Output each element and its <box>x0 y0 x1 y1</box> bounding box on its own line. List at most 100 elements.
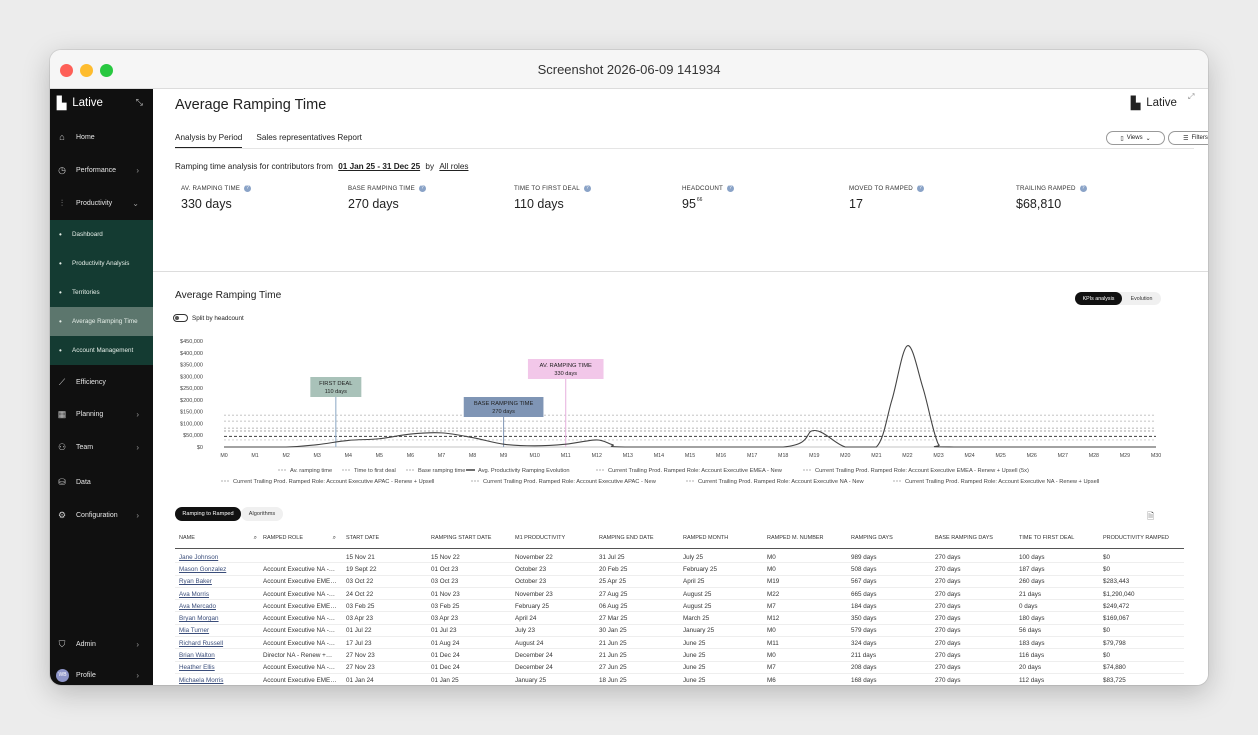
close-window-button[interactable] <box>60 64 73 77</box>
table-cell: 01 Oct 23 <box>431 565 459 573</box>
row-name-link[interactable]: Richard Russell <box>179 639 224 647</box>
legend-label: Av. ramping time <box>290 468 332 474</box>
info-icon[interactable]: ? <box>583 185 591 192</box>
table-cell: M0 <box>767 652 776 660</box>
sidebar-subitem-territories[interactable]: • Territories <box>50 278 153 307</box>
x-tick-label: M13 <box>623 453 633 459</box>
row-name-link[interactable]: Ryan Baker <box>179 578 212 586</box>
info-icon[interactable]: ? <box>1079 185 1087 192</box>
views-button[interactable]: ▯ Views ⌄ <box>1106 131 1165 145</box>
sidebar-brand[interactable]: ▙ Lative <box>57 96 103 110</box>
column-header-label: NAME <box>179 534 195 541</box>
tab-algorithms[interactable]: Algorithms <box>241 507 283 521</box>
column-header-ramping-end-date[interactable]: RAMPING END DATE <box>599 527 679 549</box>
kpi-time-to-first-deal: TIME TO FIRST DEAL? 110 days <box>514 185 591 211</box>
sidebar-item-data[interactable]: ⛁ Data <box>50 469 153 495</box>
split-by-headcount[interactable]: Split by headcount <box>173 314 244 322</box>
sidebar-item-home[interactable]: ⌂ Home <box>50 124 153 150</box>
y-tick-label: $450,000 <box>180 339 203 345</box>
row-name-link[interactable]: Jane Johnson <box>179 553 219 561</box>
row-name-link[interactable]: Bryan Morgan <box>179 615 219 623</box>
table-cell: December 24 <box>515 652 553 660</box>
column-header-label: RAMPED M. NUMBER <box>767 534 824 541</box>
column-header-ramping-days[interactable]: RAMPING DAYS <box>851 527 931 549</box>
chevron-right-icon: › <box>136 409 139 419</box>
table-cell: 260 days <box>1019 578 1045 586</box>
table-cell: April 25 <box>683 578 705 586</box>
sidebar-item-efficiency[interactable]: ⟋ Efficiency <box>50 369 153 395</box>
table-cell: 01 Jul 23 <box>431 627 457 635</box>
sidebar-item-productivity[interactable]: ⫶ Productivity ⌄ <box>50 190 153 216</box>
shield-icon: ⛉ <box>58 638 66 649</box>
y-tick-label: $200,000 <box>180 398 203 404</box>
info-icon[interactable]: ? <box>916 185 924 192</box>
table-row[interactable]: Mason Gonzalez Account Executive NA -… 19 … <box>175 563 1184 576</box>
legend-label: Current Trailing Prod. Ramped Role: Acco… <box>233 479 434 485</box>
search-icon[interactable]: ⌕ <box>332 534 336 541</box>
row-name-link[interactable]: Mason Gonzalez <box>179 565 227 573</box>
table-row[interactable]: Brian Walton Director NA - Renew +… 27 Nov… <box>175 649 1184 662</box>
column-header-start-date[interactable]: START DATE <box>346 527 427 549</box>
column-header-ramped-m-number[interactable]: RAMPED M. NUMBER <box>767 527 847 549</box>
info-icon[interactable]: ? <box>244 185 252 192</box>
table-cell: $0 <box>1103 553 1111 561</box>
table-row[interactable]: Heather Ellis Account Executive NA -… 27 N… <box>175 662 1184 674</box>
info-icon[interactable]: ? <box>727 185 734 192</box>
export-file-icon[interactable]: 🗎 <box>1147 511 1155 521</box>
sidebar-subitem-dashboard[interactable]: • Dashboard <box>50 220 153 249</box>
evolution-toggle[interactable]: Evolution <box>1130 295 1153 302</box>
row-name-link[interactable]: Ava Mercado <box>179 602 216 610</box>
search-icon[interactable]: ⌕ <box>253 534 257 541</box>
column-header-name[interactable]: NAME ⌕ <box>179 527 259 549</box>
kpi-base-ramping-time: BASE RAMPING TIME? 270 days <box>348 185 426 211</box>
sidebar-item-configuration[interactable]: ⚙ Configuration › <box>50 502 153 528</box>
table-row[interactable]: Jane Johnson 15 Nov 21 15 Nov 22 November 2… <box>175 551 1184 564</box>
tab-sales-representatives-report[interactable]: Sales representatives Report <box>256 133 362 142</box>
column-header-ramped-month[interactable]: RAMPED MONTH <box>683 527 763 549</box>
minimize-window-button[interactable] <box>80 64 93 77</box>
collapse-sidebar-icon[interactable]: ⤡ <box>135 97 143 107</box>
table-cell: April 24 <box>515 615 537 623</box>
column-header-base-ramping-days[interactable]: BASE RAMPING DAYS <box>935 527 1015 549</box>
table-row[interactable]: Richard Russell Account Executive NA -… 17… <box>175 637 1184 650</box>
split-switch[interactable] <box>173 314 188 322</box>
table-row[interactable]: Mia Turner Account Executive NA -… 01 Jul … <box>175 625 1184 638</box>
row-name-link[interactable]: Mia Turner <box>179 627 210 635</box>
info-icon[interactable]: ? <box>418 185 426 192</box>
tab-ramping-to-ramped[interactable]: Ramping to Ramped <box>175 507 241 521</box>
tab-analysis-by-period[interactable]: Analysis by Period <box>175 133 243 148</box>
sidebar-item-profile[interactable]: WB Profile › <box>50 662 153 685</box>
sidebar-item-planning[interactable]: ▦ Planning › <box>50 401 153 427</box>
sidebar-subitem-productivity-analysis[interactable]: • Productivity Analysis <box>50 249 153 278</box>
filters-button[interactable]: ☰ Filters <box>1168 131 1208 145</box>
row-name-link[interactable]: Michaela Morris <box>179 676 224 684</box>
table-row[interactable]: Ava Mercado Account Executive EME… 03 Feb … <box>175 600 1184 613</box>
column-header-ramping-start-date[interactable]: RAMPING START DATE <box>431 527 511 549</box>
period-selector[interactable]: 01 Jan 25 - 31 Dec 25 <box>338 162 421 171</box>
row-name-link[interactable]: Heather Ellis <box>179 664 215 672</box>
kpi-av-ramping-time: AV. RAMPING TIME? 330 days <box>181 185 252 211</box>
zoom-window-button[interactable] <box>100 64 113 77</box>
x-tick-label: M4 <box>345 453 352 459</box>
roles-selector[interactable]: All roles <box>439 162 469 171</box>
kpis-analysis-toggle[interactable]: KPIs analysis <box>1075 292 1122 305</box>
table-row[interactable]: Ryan Baker Account Executive EME… 03 Oct 2… <box>175 576 1184 588</box>
table-row[interactable]: Michaela Morris Account Executive EME… 01 … <box>175 674 1184 685</box>
row-name-link[interactable]: Brian Walton <box>179 652 215 660</box>
column-header-m1-productivity[interactable]: M1 PRODUCTIVITY <box>515 527 595 549</box>
column-header-ramped-role[interactable]: RAMPED ROLE ⌕ <box>263 527 342 549</box>
table-row[interactable]: Ava Morris Account Executive NA -… 24 Oct … <box>175 588 1184 601</box>
table-cell: June 25 <box>683 676 706 684</box>
kpi-value-row: 330 days <box>181 197 251 211</box>
column-header-productivity-ramped[interactable]: PRODUCTIVITY RAMPED <box>1103 527 1176 549</box>
pin-icon[interactable]: ⤢ <box>1188 92 1195 101</box>
column-header-time-to-first-deal[interactable]: TIME TO FIRST DEAL <box>1019 527 1099 549</box>
legend-label: Avg. Productivity Ramping Evolution <box>478 468 570 474</box>
table-row[interactable]: Bryan Morgan Account Executive NA -… 03 Ap… <box>175 613 1184 625</box>
sidebar-item-performance[interactable]: ◷ Performance › <box>50 157 153 183</box>
sidebar-item-team[interactable]: ⚇ Team › <box>50 434 153 460</box>
row-name-link[interactable]: Ava Morris <box>179 590 209 598</box>
sidebar-subitem-account-management[interactable]: • Account Management <box>50 336 153 365</box>
sidebar-subitem-average-ramping-time[interactable]: • Average Ramping Time <box>50 307 153 336</box>
sidebar-item-admin[interactable]: ⛉ Admin › <box>50 631 153 657</box>
